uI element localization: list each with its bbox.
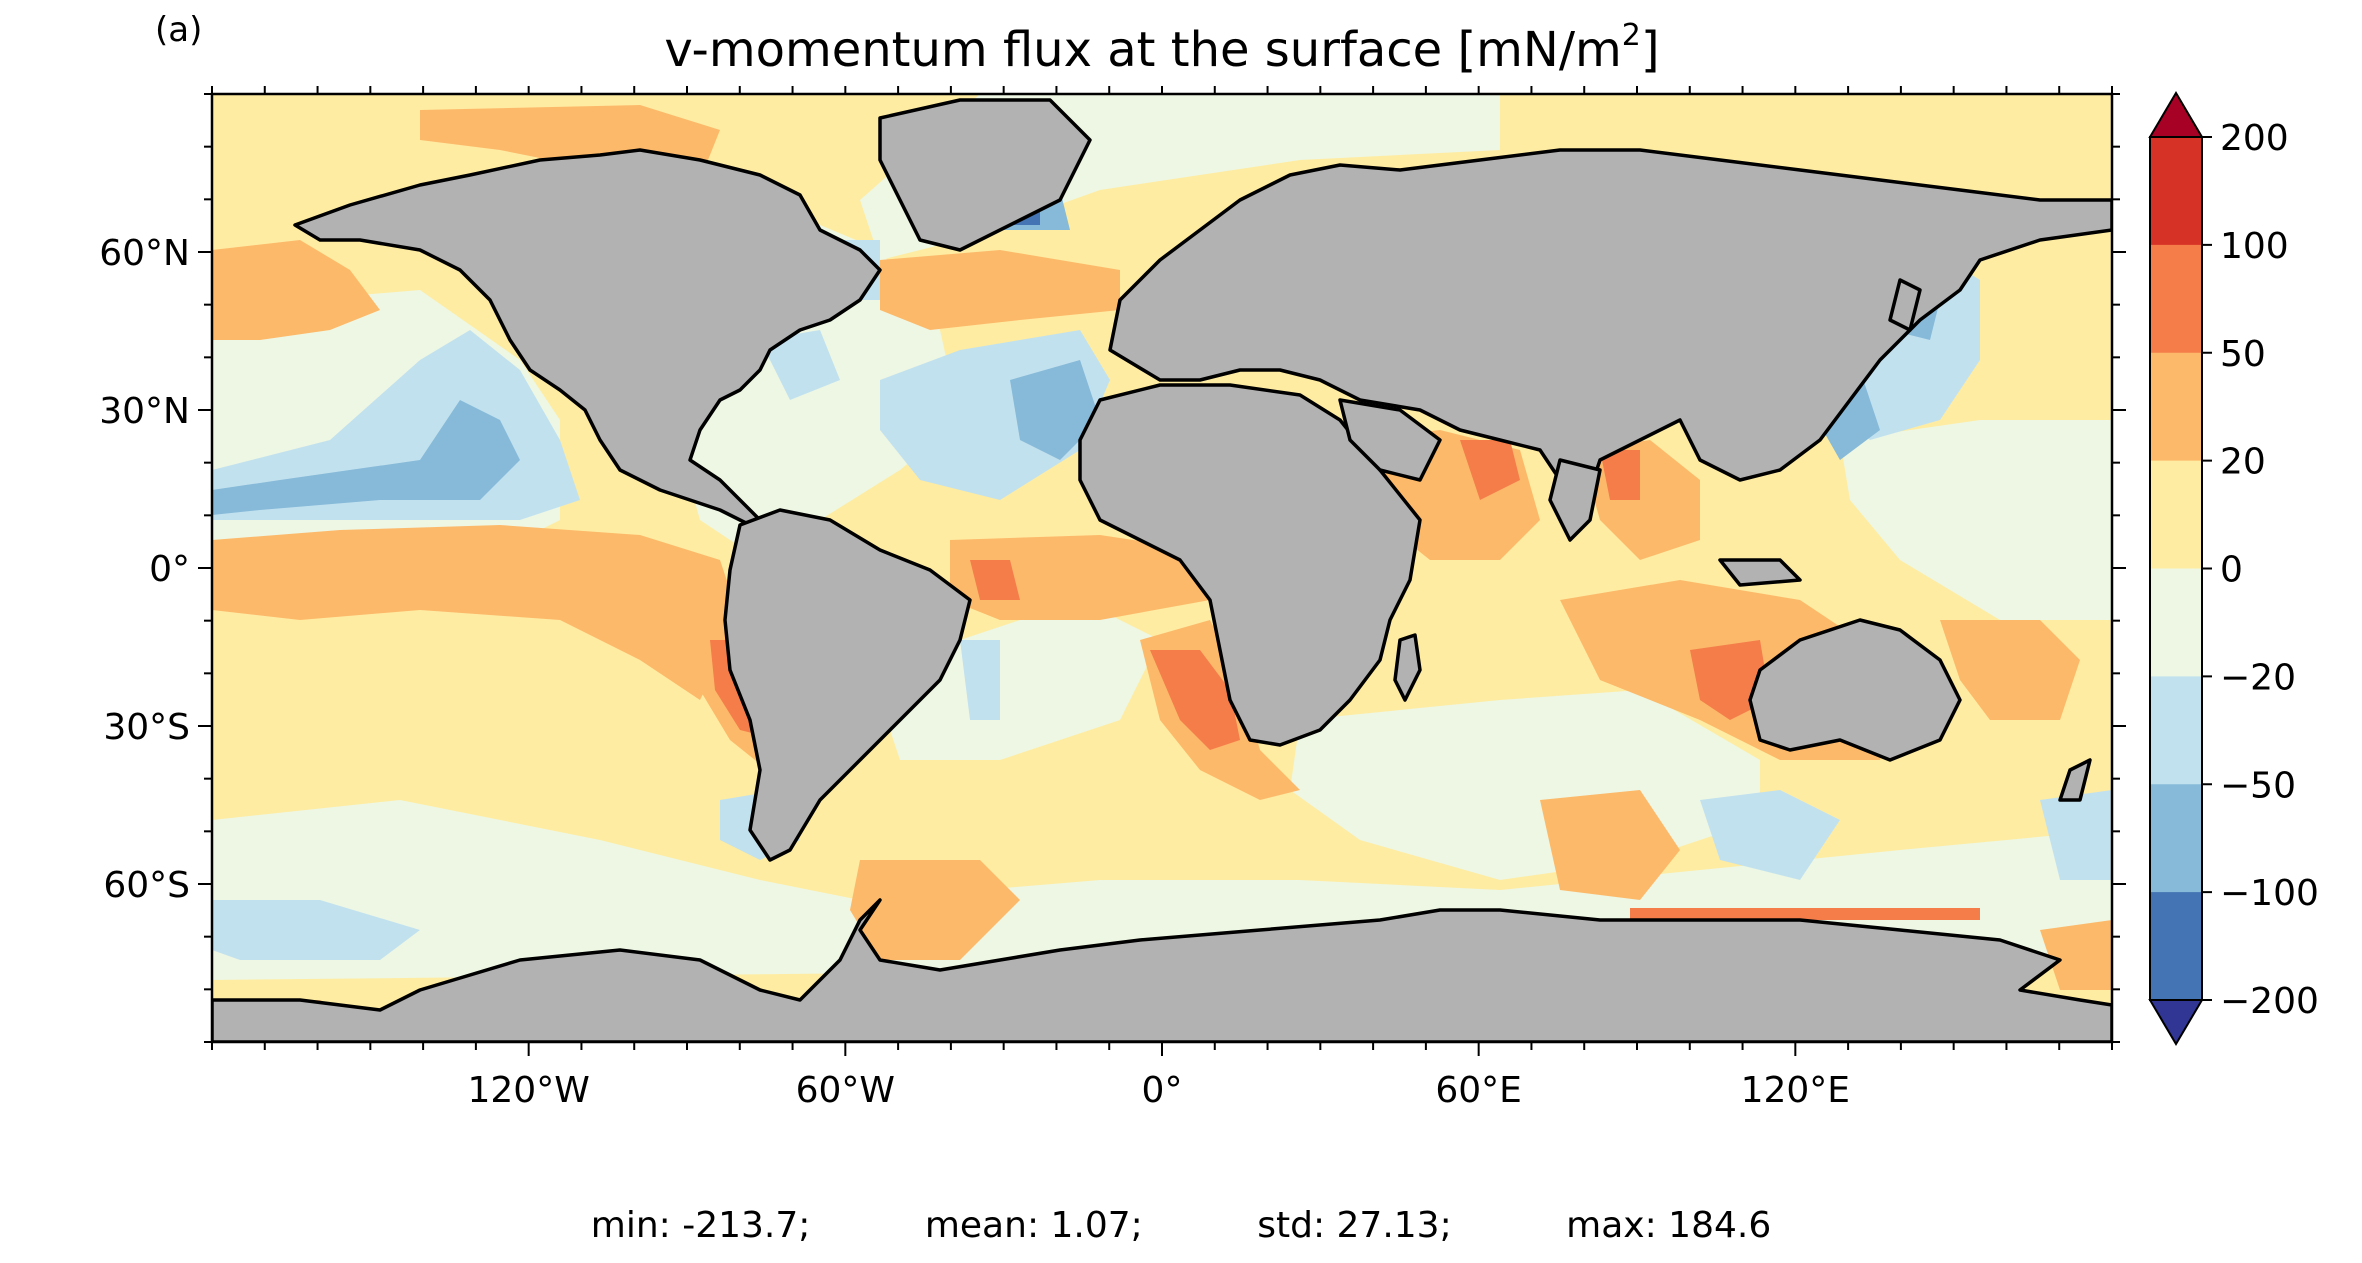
colorbar-bin — [2150, 460, 2202, 569]
field-pale-s-atlantic — [880, 600, 1160, 760]
y-tick-label: 30°S — [103, 707, 190, 748]
field-red-somali — [1460, 440, 1520, 500]
colorbar-tick-label: 20 — [2220, 442, 2266, 483]
colorbar-tick-label: 50 — [2220, 334, 2266, 375]
y-tick-label: 60°N — [99, 233, 190, 274]
title-main: v-momentum flux at the surface [mN/m — [664, 22, 1622, 78]
field-red-eq-atlantic — [970, 560, 1020, 600]
land-india — [1548, 458, 1602, 542]
land-eurasia — [1108, 148, 2112, 522]
y-axis-ticks: 60°N 30°N 0° 30°S 60°S — [99, 93, 2126, 1043]
title-superscript: 2 — [1621, 18, 1641, 53]
field-orange-n-atlantic — [880, 250, 1120, 330]
land-south-america — [723, 508, 972, 862]
colorbar-tick-label: −20 — [2220, 657, 2296, 698]
colorbar-bin — [2150, 244, 2202, 354]
field-orange-s-atlantic-s — [850, 860, 1020, 960]
land-australia — [1748, 618, 1962, 762]
x-axis-ticks: 120°W 60°W 0° 60°E 120°E — [211, 86, 2113, 1111]
field-red-benguela — [1150, 650, 1240, 750]
field-red-antarctic — [1630, 908, 1980, 920]
colorbar-extend-high — [2148, 91, 2204, 138]
land-madagascar — [1393, 633, 1422, 702]
panel-label: (a) — [155, 10, 203, 50]
field-blue-se-pacific — [2040, 790, 2112, 880]
colorbar-tick-label: −100 — [2220, 873, 2319, 914]
land-north-america — [293, 148, 882, 527]
land-masses — [212, 98, 2112, 1042]
field-orange-n-pacific — [212, 240, 380, 340]
colorbar-bin — [2150, 568, 2202, 677]
stat-max: max: 184.6 — [1566, 1205, 1772, 1246]
field-darkblue-ne-pacific — [212, 400, 520, 515]
field-blue-brazil — [960, 640, 1000, 720]
x-tick-label: 120°W — [468, 1070, 590, 1111]
land-indonesia — [1718, 558, 1802, 587]
y-tick-label: 60°S — [103, 865, 190, 906]
field-pale-w-pacific — [1840, 420, 2112, 620]
colorbar-bin — [2150, 137, 2202, 246]
stats-line: min: -213.7; mean: 1.07; std: 27.13; max… — [0, 1205, 2362, 1246]
field-blue-s-indian — [1700, 790, 1840, 880]
field-orange-antarctic-e — [2040, 920, 2112, 990]
x-tick-label: 0° — [1142, 1070, 1183, 1111]
y-tick-label: 30°N — [99, 391, 190, 432]
colorbar-tick-label: 100 — [2220, 226, 2289, 267]
field-blue-gulf — [760, 330, 840, 400]
land-antarctica — [212, 898, 2112, 1042]
stat-min: min: -213.7; — [590, 1205, 811, 1246]
colorbar-tick-label: 200 — [2220, 118, 2289, 159]
colorbar-bin — [2150, 784, 2202, 893]
colorbar-tick-label: −50 — [2220, 765, 2296, 806]
colorbar-bin — [2150, 352, 2202, 462]
field-blue-s-pacific — [212, 900, 420, 960]
field-orange-equatorial-pacific — [212, 525, 740, 700]
field-orange-e-australia — [1940, 620, 2080, 720]
colorbar-extend-low — [2148, 999, 2204, 1046]
stat-mean: mean: 1.07; — [924, 1205, 1143, 1246]
x-tick-label: 60°E — [1435, 1070, 1522, 1111]
title-close: ] — [1640, 22, 1660, 78]
stat-std: std: 27.13; — [1257, 1205, 1452, 1246]
map-title: v-momentum flux at the surface [mN/m2] — [212, 18, 2112, 78]
y-tick-label: 0° — [149, 549, 190, 590]
land-greenland — [878, 98, 1092, 252]
x-tick-label: 120°E — [1741, 1070, 1850, 1111]
colorbar-bin — [2150, 892, 2202, 1001]
colorbar-tick-label: −200 — [2220, 981, 2319, 1022]
colorbar-bin — [2150, 676, 2202, 785]
land-japan — [1888, 278, 1922, 332]
land-new-zealand — [2058, 758, 2092, 802]
colorbar-tick-label: 0 — [2220, 550, 2243, 591]
land-arabia — [1338, 398, 1442, 482]
field-darkblue-n-atlantic — [1010, 360, 1100, 460]
land-africa — [1078, 383, 1422, 747]
field-orange-s-indian-s — [1540, 790, 1680, 900]
x-tick-label: 60°W — [796, 1070, 895, 1111]
field-red-bengal — [1600, 450, 1640, 500]
